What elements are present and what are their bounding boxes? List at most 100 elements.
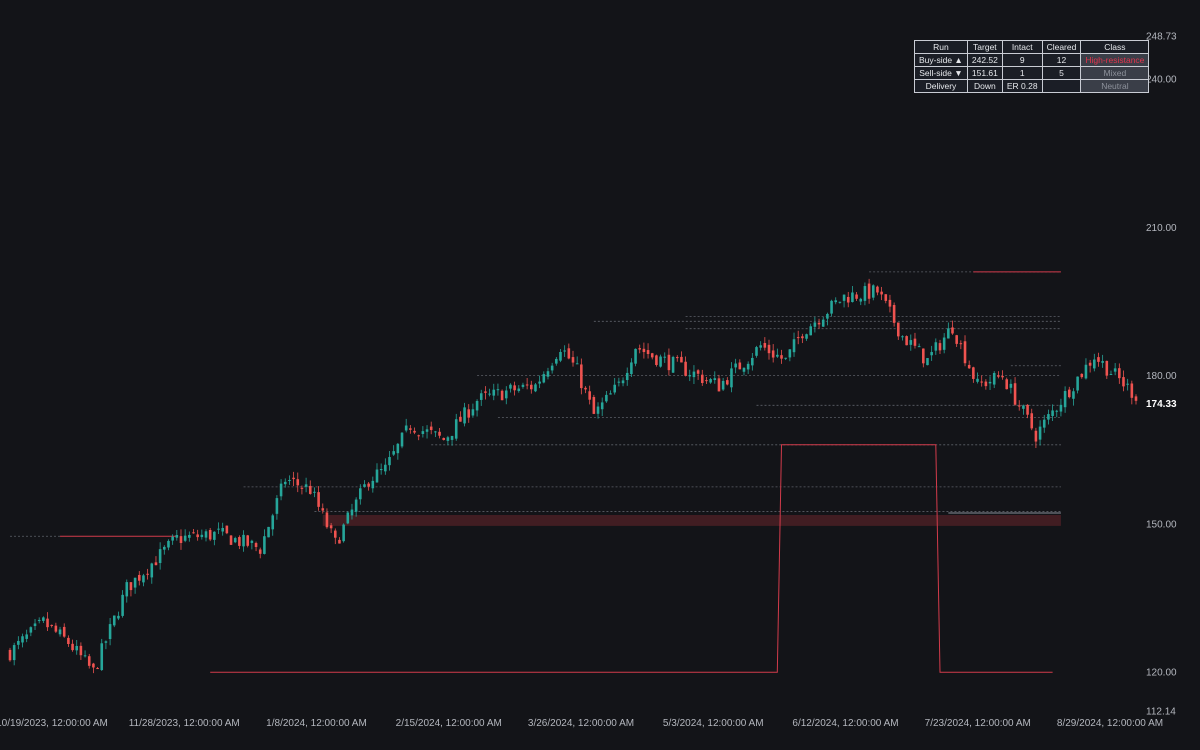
bearish-candle bbox=[1013, 383, 1017, 405]
bullish-candle bbox=[58, 629, 62, 635]
bearish-candle bbox=[137, 574, 141, 581]
bearish-candle bbox=[338, 539, 341, 544]
bearish-candle bbox=[972, 367, 975, 379]
bullish-candle bbox=[692, 371, 696, 378]
bullish-candle bbox=[909, 340, 913, 345]
bullish-candle bbox=[496, 389, 500, 391]
bearish-candle bbox=[963, 341, 967, 364]
bearish-candle bbox=[896, 322, 900, 337]
bearish-candle bbox=[726, 380, 729, 385]
bearish-candle bbox=[192, 532, 195, 534]
bearish-candle bbox=[500, 390, 504, 401]
bearish-candle bbox=[54, 625, 58, 632]
bullish-candle bbox=[17, 640, 20, 645]
bearish-candle bbox=[767, 344, 771, 354]
bullish-candle bbox=[976, 378, 979, 382]
bullish-candle bbox=[521, 384, 525, 387]
bearish-candle bbox=[1134, 396, 1138, 401]
bullish-candle bbox=[871, 285, 875, 298]
bearish-candle bbox=[8, 649, 12, 661]
bearish-candle bbox=[292, 477, 295, 480]
cell-target: 151.61 bbox=[966, 66, 1003, 80]
bearish-candle bbox=[955, 335, 958, 344]
bearish-candle bbox=[646, 350, 650, 355]
price-axis[interactable]: 248.73 240.00 210.00 180.00 150.00 120.00 112.… bbox=[1146, 32, 1177, 718]
bullish-candle bbox=[1047, 414, 1050, 420]
bullish-candle bbox=[400, 432, 404, 447]
bearish-candle bbox=[997, 375, 1000, 377]
bullish-candle bbox=[930, 352, 933, 356]
bearish-candle bbox=[700, 374, 704, 384]
bullish-candle bbox=[555, 358, 558, 364]
liquidity-levels-layer bbox=[10, 271, 1061, 537]
bullish-candle bbox=[792, 339, 796, 353]
bullish-candle bbox=[575, 363, 579, 365]
bullish-candle bbox=[359, 488, 362, 500]
bullish-candle bbox=[534, 384, 537, 392]
bullish-candle bbox=[125, 582, 129, 597]
bullish-candle bbox=[634, 348, 637, 364]
bullish-candle bbox=[283, 481, 287, 485]
bearish-candle bbox=[146, 573, 149, 575]
bullish-candle bbox=[233, 538, 237, 543]
bearish-candle bbox=[1080, 373, 1084, 378]
bearish-candle bbox=[738, 362, 742, 370]
time-tick-label: 11/28/2023, 12:00:00 AM bbox=[129, 718, 240, 729]
bearish-candle bbox=[922, 348, 925, 364]
bearish-candle bbox=[938, 343, 942, 351]
bearish-candle bbox=[876, 286, 879, 293]
bullish-candle bbox=[133, 577, 137, 588]
cell-intact: 1 bbox=[1001, 66, 1043, 80]
liquidity-zone-layer bbox=[322, 515, 1061, 526]
bullish-candle bbox=[550, 365, 554, 371]
bullish-candle bbox=[388, 457, 391, 466]
cell-run: Sell-side ▼ bbox=[914, 66, 968, 80]
bullish-candle bbox=[542, 374, 546, 383]
time-tick-label: 3/26/2024, 12:00:00 AM bbox=[528, 718, 634, 729]
bullish-candle bbox=[384, 464, 387, 472]
bullish-candle bbox=[1126, 383, 1129, 385]
bullish-candle bbox=[163, 546, 166, 550]
bearish-candle bbox=[87, 656, 91, 666]
bearish-candle bbox=[584, 387, 587, 390]
bearish-candle bbox=[846, 296, 850, 303]
bullish-candle bbox=[104, 641, 108, 643]
bullish-candle bbox=[625, 372, 629, 381]
bullish-candle bbox=[659, 356, 662, 367]
header-intact: Intact bbox=[1001, 40, 1043, 54]
bearish-candle bbox=[46, 618, 49, 628]
bullish-candle bbox=[1051, 410, 1054, 416]
bullish-candle bbox=[217, 528, 220, 530]
bearish-candle bbox=[50, 624, 53, 626]
bullish-candle bbox=[304, 484, 308, 487]
bullish-candle bbox=[213, 531, 216, 540]
bullish-candle bbox=[721, 380, 725, 390]
bearish-candle bbox=[680, 356, 683, 363]
bullish-candle bbox=[776, 354, 779, 357]
time-axis[interactable]: 10/19/2023, 12:00:00 AM 11/28/2023, 12:00… bbox=[0, 718, 1163, 729]
stats-row-sell-side: Sell-side ▼ 151.61 1 5 Mixed bbox=[914, 66, 1150, 80]
bullish-candle bbox=[471, 409, 475, 416]
bearish-candle bbox=[1105, 360, 1109, 376]
bullish-candle bbox=[492, 389, 496, 396]
last-price-label: 174.33 bbox=[1146, 399, 1177, 410]
bullish-candle bbox=[100, 643, 104, 670]
bearish-candle bbox=[880, 291, 883, 295]
bearish-candle bbox=[208, 529, 212, 540]
bearish-candle bbox=[409, 428, 412, 430]
bearish-candle bbox=[308, 485, 312, 494]
delivery-step-line bbox=[210, 444, 1053, 673]
bearish-candle bbox=[967, 364, 971, 369]
bullish-candle bbox=[342, 524, 345, 542]
cell-class: Mixed bbox=[1080, 66, 1150, 80]
bearish-candle bbox=[567, 348, 571, 359]
bullish-candle bbox=[375, 469, 379, 483]
bullish-candle bbox=[988, 381, 992, 384]
bearish-candle bbox=[1067, 389, 1071, 398]
bearish-candle bbox=[642, 348, 646, 353]
bullish-candle bbox=[288, 480, 291, 482]
bearish-candle bbox=[1026, 404, 1029, 415]
bullish-candle bbox=[117, 615, 120, 619]
price-tick-label: 240.00 bbox=[1146, 75, 1177, 86]
